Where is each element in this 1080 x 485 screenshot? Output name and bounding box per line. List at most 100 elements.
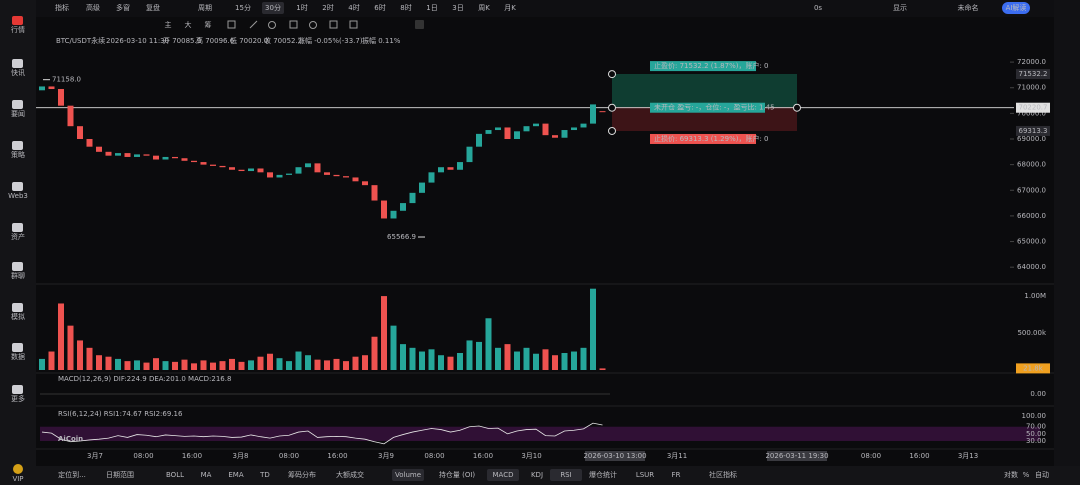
icon[interactable] bbox=[268, 21, 276, 29]
ai-button[interactable] bbox=[1002, 2, 1030, 14]
candle bbox=[419, 182, 425, 193]
bottom-tool[interactable]: 持仓量 (OI) bbox=[439, 470, 476, 479]
toolbar-item[interactable]: 周期 bbox=[198, 4, 212, 12]
bottom-tool[interactable]: EMA bbox=[228, 471, 243, 479]
toolbar-item[interactable]: 多窗 bbox=[116, 3, 130, 12]
order-handle[interactable] bbox=[608, 103, 616, 112]
nav-label[interactable]: 群聊 bbox=[11, 271, 25, 280]
order-label: 止盈价: 71532.2 (1.87%)，账户: 0 bbox=[654, 61, 769, 70]
bottom-tool[interactable]: Volume bbox=[395, 471, 421, 479]
bottom-tool[interactable]: LSUR bbox=[636, 471, 654, 479]
bottom-right[interactable]: 自动 bbox=[1035, 470, 1049, 479]
bottom-tool[interactable]: MACD bbox=[493, 471, 514, 479]
volume-bar bbox=[48, 351, 55, 370]
icon[interactable] bbox=[349, 20, 358, 29]
nav-icon[interactable] bbox=[12, 16, 23, 25]
toolbar-right[interactable]: 未命名 bbox=[958, 3, 979, 12]
volume-bar bbox=[599, 368, 606, 370]
nav-label[interactable]: 模拟 bbox=[11, 312, 25, 321]
nav-icon[interactable] bbox=[12, 303, 23, 312]
volume-bar bbox=[542, 349, 549, 370]
tool-active bbox=[487, 469, 519, 481]
nav-icon[interactable] bbox=[12, 182, 23, 191]
nav-label[interactable]: 更多 bbox=[11, 394, 25, 403]
volume-bar bbox=[343, 361, 349, 370]
nav-icon[interactable] bbox=[12, 59, 23, 68]
period[interactable]: 4时 bbox=[348, 3, 359, 12]
vip-label[interactable]: VIP bbox=[12, 475, 23, 483]
nav-label[interactable]: 资产 bbox=[11, 232, 25, 241]
y-tick-label: 70000.0 bbox=[1017, 109, 1046, 117]
bottom-right[interactable]: % bbox=[1023, 471, 1030, 479]
price-tag bbox=[1016, 102, 1050, 113]
bottom-tool[interactable]: TD bbox=[259, 471, 270, 479]
candle bbox=[96, 146, 102, 152]
nav-icon[interactable] bbox=[12, 100, 23, 109]
bottom-tool[interactable]: MA bbox=[201, 471, 212, 479]
nav-icon[interactable] bbox=[12, 262, 23, 271]
order-handle[interactable] bbox=[608, 70, 616, 79]
period[interactable]: 15分 bbox=[235, 3, 251, 12]
icon[interactable] bbox=[415, 20, 424, 29]
draw-tool[interactable]: 筹 bbox=[205, 20, 212, 29]
bottom-right[interactable]: 对数 bbox=[1004, 470, 1018, 479]
order-handle[interactable] bbox=[608, 126, 616, 135]
bottom-tool[interactable]: 大额成交 bbox=[336, 470, 364, 479]
toolbar-right[interactable]: 显示 bbox=[893, 4, 907, 12]
volume-tag bbox=[1016, 363, 1050, 374]
period[interactable]: 周K bbox=[478, 4, 490, 12]
price-tag-label: 69313.3 bbox=[1019, 127, 1048, 135]
ai-label[interactable]: AI解读 bbox=[1006, 3, 1027, 12]
y-tick-label: 68000.0 bbox=[1017, 161, 1046, 169]
toolbar-item[interactable]: 指标 bbox=[55, 3, 69, 12]
volume-bar bbox=[238, 361, 245, 370]
nav-icon[interactable] bbox=[12, 223, 23, 232]
bottom-tool[interactable]: 筹码分布 bbox=[288, 470, 316, 479]
bottom-tool[interactable]: BOLL bbox=[166, 471, 184, 479]
toolbar-item[interactable]: 复盘 bbox=[146, 3, 160, 12]
candle bbox=[457, 162, 463, 170]
nav-label[interactable]: 要闻 bbox=[11, 109, 25, 118]
period[interactable]: 6时 bbox=[374, 3, 385, 12]
bottom-tool[interactable]: RSI bbox=[560, 471, 571, 479]
nav-icon[interactable] bbox=[12, 141, 23, 150]
toolbar-right[interactable]: 0s bbox=[814, 4, 822, 12]
bottom-item[interactable]: 日期范围 bbox=[106, 470, 134, 479]
draw-tool[interactable]: 大 bbox=[185, 20, 192, 29]
nav-label[interactable]: 数据 bbox=[11, 352, 25, 361]
bottom-tool[interactable]: FR bbox=[672, 471, 681, 479]
period[interactable]: 月K bbox=[504, 4, 516, 12]
price-tag bbox=[1016, 125, 1050, 136]
order-handle[interactable] bbox=[793, 103, 801, 112]
volume-bar bbox=[523, 347, 530, 370]
period[interactable]: 2时 bbox=[322, 3, 333, 12]
icon[interactable] bbox=[227, 20, 236, 29]
candle bbox=[571, 127, 577, 131]
nav-icon[interactable] bbox=[12, 385, 23, 394]
toolbar-item[interactable]: 高级 bbox=[86, 3, 100, 12]
nav-icon[interactable] bbox=[12, 343, 23, 352]
draw-tool[interactable]: 主 bbox=[165, 20, 172, 29]
volume-bar bbox=[476, 341, 482, 370]
volume-bar bbox=[580, 347, 587, 370]
icon[interactable] bbox=[329, 20, 338, 29]
nav-label[interactable]: Web3 bbox=[8, 192, 28, 200]
icon[interactable] bbox=[249, 20, 258, 29]
nav-label[interactable]: 快讯 bbox=[11, 68, 25, 77]
volume-bar bbox=[466, 340, 473, 370]
bottom-item[interactable]: 定位到... bbox=[58, 470, 86, 479]
bottom-tool[interactable]: KDJ bbox=[531, 471, 543, 479]
bottom-tool[interactable]: 社区指标 bbox=[709, 470, 737, 479]
period[interactable]: 1时 bbox=[296, 3, 307, 12]
nav-label[interactable]: 行情 bbox=[11, 25, 25, 34]
period[interactable]: 1日 bbox=[426, 4, 437, 12]
icon[interactable] bbox=[289, 20, 298, 29]
bottom-tool[interactable]: 爆仓统计 bbox=[589, 470, 617, 479]
nav-label[interactable]: 策略 bbox=[11, 150, 25, 159]
vip-icon[interactable] bbox=[13, 464, 23, 474]
icon[interactable] bbox=[309, 21, 317, 29]
period[interactable]: 3日 bbox=[452, 4, 463, 12]
period[interactable]: 30分 bbox=[265, 3, 281, 12]
period[interactable]: 8时 bbox=[400, 3, 411, 12]
